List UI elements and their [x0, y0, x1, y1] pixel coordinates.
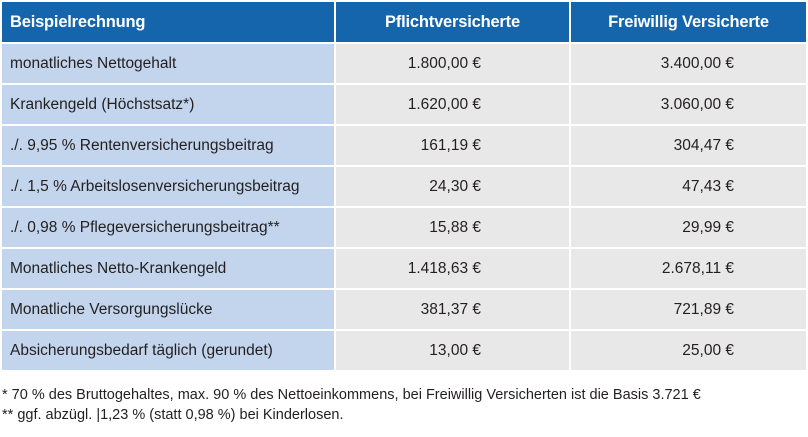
cell-pflichtversicherte: 13,00 € [336, 331, 571, 372]
footnotes: * 70 % des Bruttogehaltes, max. 90 % des… [2, 385, 806, 425]
row-label: Krankengeld (Höchstsatz*) [2, 85, 336, 126]
cell-freiwillig-versicherte: 29,99 € [571, 208, 806, 249]
row-label: ./. 0,98 % Pflegeversicherungsbeitrag** [2, 208, 336, 249]
cell-freiwillig-versicherte: 47,43 € [571, 167, 806, 208]
table-row: monatliches Nettogehalt 1.800,00 € 3.400… [2, 44, 806, 85]
table-row: Monatliches Netto-Krankengeld 1.418,63 €… [2, 249, 806, 290]
table-row: Absicherungsbedarf täglich (gerundet) 13… [2, 331, 806, 372]
column-header-beispielrechnung: Beispielrechnung [2, 2, 336, 44]
cell-pflichtversicherte: 161,19 € [336, 126, 571, 167]
row-label: Absicherungsbedarf täglich (gerundet) [2, 331, 336, 372]
cell-freiwillig-versicherte: 3.400,00 € [571, 44, 806, 85]
row-label: Monatliches Netto-Krankengeld [2, 249, 336, 290]
cell-freiwillig-versicherte: 25,00 € [571, 331, 806, 372]
table-row: ./. 9,95 % Rentenversicherungsbeitrag 16… [2, 126, 806, 167]
table-row: ./. 1,5 % Arbeitslosenversicherungsbeitr… [2, 167, 806, 208]
cell-pflichtversicherte: 24,30 € [336, 167, 571, 208]
column-header-pflichtversicherte: Pflichtversicherte [336, 2, 571, 44]
row-label: ./. 1,5 % Arbeitslosenversicherungsbeitr… [2, 167, 336, 208]
table-row: Krankengeld (Höchstsatz*) 1.620,00 € 3.0… [2, 85, 806, 126]
cell-pflichtversicherte: 1.418,63 € [336, 249, 571, 290]
table-row: ./. 0,98 % Pflegeversicherungsbeitrag** … [2, 208, 806, 249]
footnote-double-asterisk: ** ggf. abzügl. |1,23 % (statt 0,98 %) b… [2, 407, 344, 423]
row-label: Monatliche Versorgungslücke [2, 290, 336, 331]
column-header-freiwillig-versicherte: Freiwillig Versicherte [571, 2, 806, 44]
cell-freiwillig-versicherte: 3.060,00 € [571, 85, 806, 126]
cell-pflichtversicherte: 381,37 € [336, 290, 571, 331]
cell-pflichtversicherte: 1.800,00 € [336, 44, 571, 85]
table-row: Monatliche Versorgungslücke 381,37 € 721… [2, 290, 806, 331]
footnote-single-asterisk: * 70 % des Bruttogehaltes, max. 90 % des… [2, 387, 701, 403]
row-label: monatliches Nettogehalt [2, 44, 336, 85]
cell-freiwillig-versicherte: 304,47 € [571, 126, 806, 167]
cell-pflichtversicherte: 1.620,00 € [336, 85, 571, 126]
cell-freiwillig-versicherte: 2.678,11 € [571, 249, 806, 290]
table-header-row: Beispielrechnung Pflichtversicherte Frei… [2, 2, 806, 44]
calculation-table: Beispielrechnung Pflichtversicherte Frei… [2, 2, 806, 372]
cell-freiwillig-versicherte: 721,89 € [571, 290, 806, 331]
row-label: ./. 9,95 % Rentenversicherungsbeitrag [2, 126, 336, 167]
cell-pflichtversicherte: 15,88 € [336, 208, 571, 249]
